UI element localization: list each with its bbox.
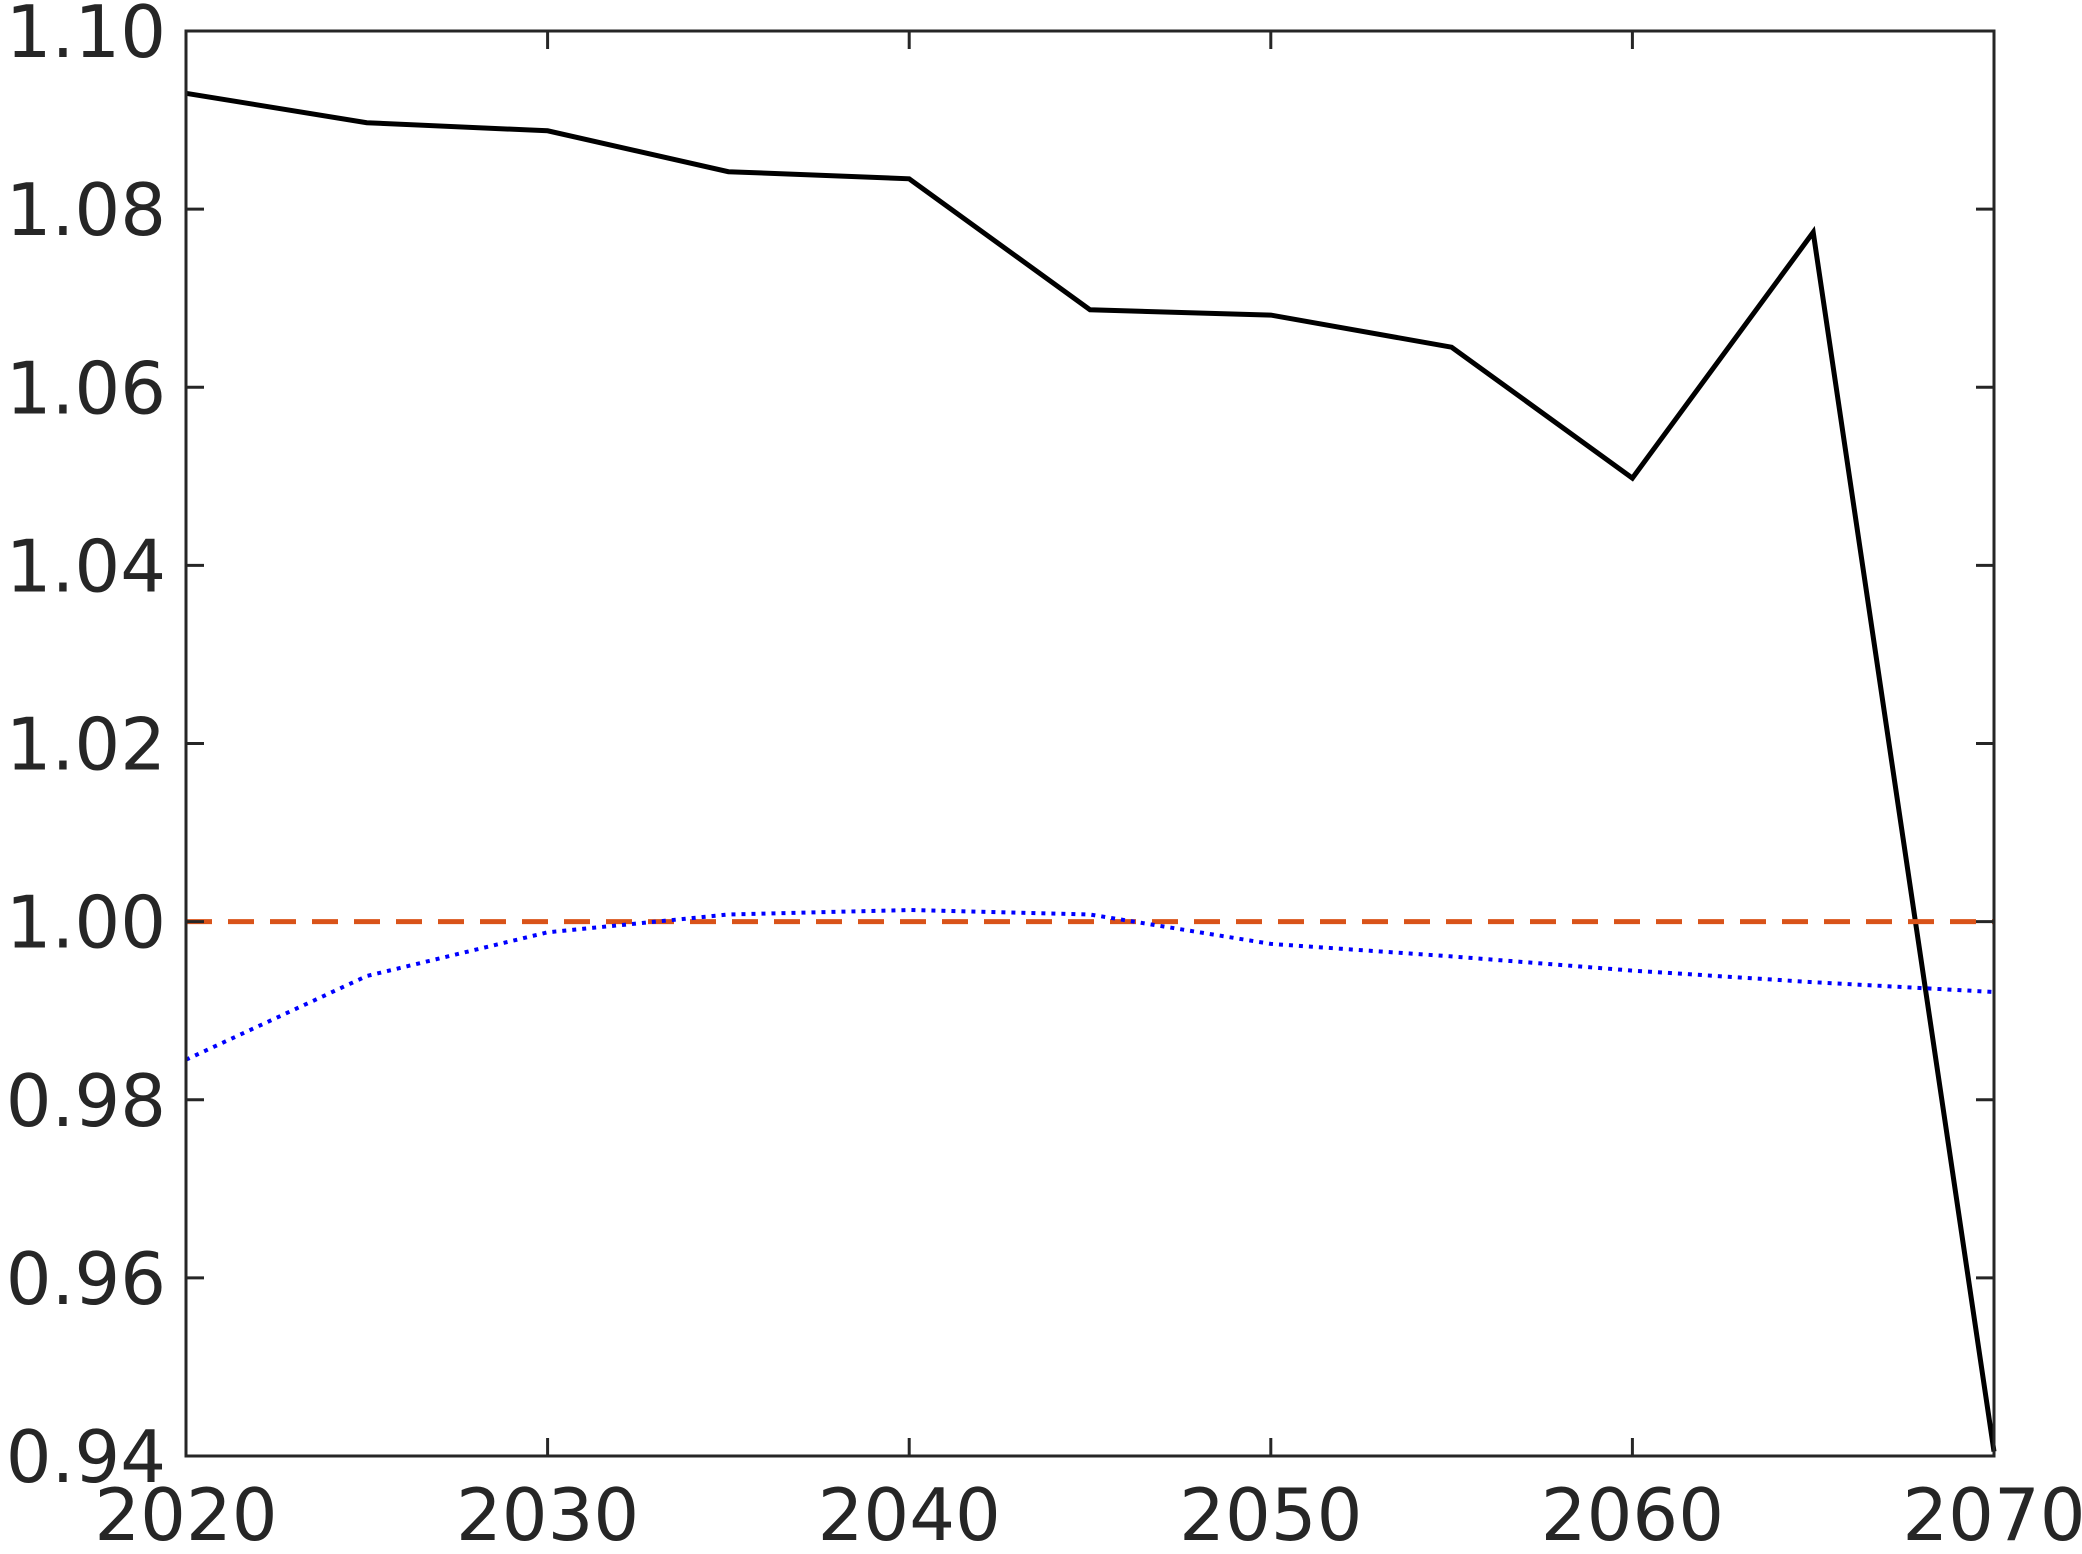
x-tick-label: 2060 — [1541, 1473, 1724, 1554]
plot-frame — [184, 29, 1996, 1458]
tick-marks — [184, 29, 1996, 1458]
series-layer — [185, 90, 1997, 1452]
y-tick-label: 1.10 — [6, 0, 166, 74]
y-tick-label: 1.00 — [6, 881, 166, 965]
series-line-3-dotted — [185, 907, 1995, 1062]
x-tick-label: 2030 — [456, 1473, 639, 1554]
y-tick-label: 0.96 — [6, 1237, 166, 1321]
x-tick-label: 2040 — [818, 1473, 1001, 1554]
x-tick-label: 2020 — [94, 1473, 277, 1554]
y-tick-label: 1.04 — [6, 524, 166, 608]
tick-labels: 2020 2030 2040 2050 2060 2070 0.94 0.96 0.98 1.00… — [6, 0, 2082, 1554]
x-tick-label: 2070 — [1902, 1473, 2082, 1554]
series-line-1-solid — [185, 90, 1997, 1452]
y-tick-label: 1.06 — [6, 346, 166, 430]
y-tick-label: 0.98 — [6, 1059, 166, 1143]
y-tick-label: 0.94 — [6, 1415, 166, 1499]
x-tick-label: 2050 — [1179, 1473, 1362, 1554]
y-tick-label: 1.02 — [6, 703, 166, 787]
y-tick-label: 1.08 — [6, 168, 166, 252]
